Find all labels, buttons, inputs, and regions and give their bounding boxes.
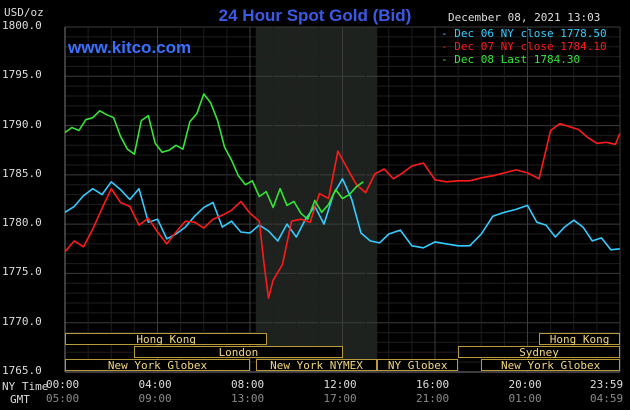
- session-bar: NY Globex: [377, 359, 459, 372]
- series-line-2: [64, 93, 364, 220]
- gmt-tick-label: 09:00: [138, 392, 172, 405]
- site-link[interactable]: www.kitco.com: [68, 38, 192, 57]
- x-tick-label: 16:00: [416, 378, 450, 391]
- x-tick-label: 20:00: [508, 378, 542, 391]
- y-tick-label: 1780.0: [2, 216, 42, 230]
- gmt-tick-label: 17:00: [323, 392, 357, 405]
- gmt-tick-label: 01:00: [508, 392, 542, 405]
- gmt-tick-label: 21:00: [416, 392, 450, 405]
- x-tick-label: 23:59: [590, 378, 624, 391]
- legend-swatch: -: [441, 27, 455, 40]
- gmt-tick-label: 04:59: [590, 392, 624, 405]
- y-tick-label: 1800.0: [2, 19, 42, 32]
- y-tick-label: 1775.0: [2, 265, 42, 279]
- session-bar: New York Globex: [481, 359, 620, 372]
- gmt-tick-label: 05:00: [46, 392, 80, 405]
- x-tick-label: 04:00: [138, 378, 172, 391]
- session-bar: Hong Kong: [539, 333, 620, 346]
- session-bar: New York NYMEX: [255, 359, 378, 372]
- gmt-tick-label: 13:00: [231, 392, 265, 405]
- gmt-label: GMT: [10, 393, 30, 406]
- y-axis-units: USD/oz: [4, 6, 44, 19]
- legend-swatch: -: [441, 53, 455, 66]
- session-bar: New York Globex: [65, 359, 250, 372]
- y-tick-label: 1795.0: [2, 68, 42, 82]
- session-bar: Sydney: [458, 346, 620, 359]
- legend-item-dec07: - Dec 07 NY close 1784.10: [441, 40, 607, 53]
- nymex-shaded-region: [255, 27, 378, 372]
- timestamp: December 08, 2021 13:03: [448, 11, 601, 24]
- legend-item-dec08: - Dec 08 Last 1784.30: [441, 53, 581, 66]
- y-tick-label: 1765.0: [2, 364, 42, 377]
- legend-item-dec06: - Dec 06 NY close 1778.50: [441, 27, 607, 40]
- chart-title: 24 Hour Spot Gold (Bid): [218, 6, 412, 25]
- x-tick-label: 08:00: [231, 378, 265, 391]
- x-tick-label: 12:00: [323, 378, 357, 391]
- x-tick-label: 00:00: [46, 378, 80, 391]
- series-line-1: [64, 122, 621, 299]
- y-tick-label: 1770.0: [2, 314, 42, 328]
- y-tick-label: 1785.0: [2, 166, 42, 180]
- series-line-0: [64, 178, 620, 251]
- legend-swatch: -: [441, 40, 455, 53]
- session-bar: London: [134, 346, 343, 359]
- y-tick-label: 1790.0: [2, 117, 42, 131]
- ny-time-label: NY Time: [2, 380, 49, 393]
- session-bar: Hong Kong: [65, 333, 268, 346]
